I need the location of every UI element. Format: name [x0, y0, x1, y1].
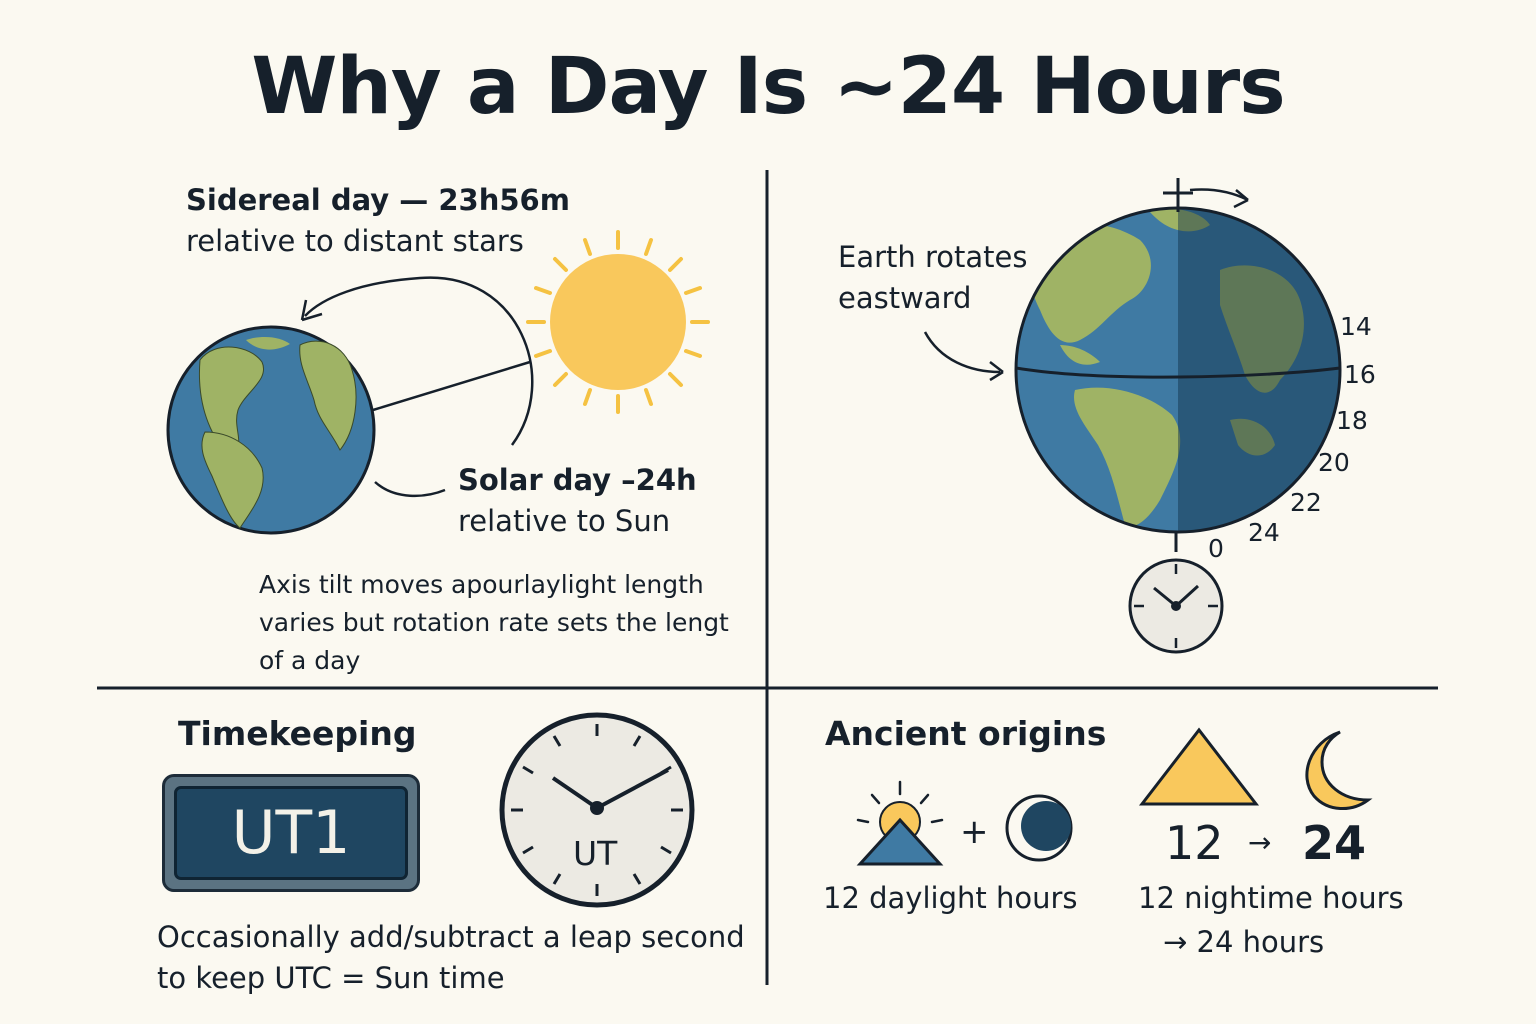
sunrise-icon: [856, 780, 944, 866]
eastward-pointer-head: [989, 361, 1004, 382]
clock-ut-label: UT: [573, 834, 618, 873]
earth-sun-line: [372, 360, 531, 412]
rotation-arrow-head: [1233, 189, 1249, 209]
total-hours-label: → 24 hours: [1163, 925, 1325, 959]
orbit-arrow-arc: [304, 276, 534, 446]
ut1-display: UT1: [162, 774, 420, 892]
crescent-moon-yellow-icon: [1305, 730, 1373, 811]
hour-tick-22: 22: [1290, 488, 1322, 517]
twelve-value: 12: [1165, 816, 1224, 870]
rotation-label-line-1: Earth rotates: [838, 240, 1028, 274]
solar-heading: Solar day –24h: [458, 463, 697, 497]
axis-note-line-1: Axis tilt moves apourlaylight length: [259, 570, 704, 599]
triangle-icon: [1138, 727, 1260, 806]
orbit-arrow-head: [300, 299, 323, 322]
earth-globe-left-icon: [166, 325, 376, 535]
twelve-to-24-arrow: →: [1248, 826, 1272, 859]
sun-icon: [526, 230, 710, 414]
hour-tick-20: 20: [1318, 448, 1350, 477]
hour-tick-14: 14: [1340, 312, 1372, 341]
crescent-moon-dark-icon: [1005, 794, 1073, 862]
leap-note-line-2: to keep UTC = Sun time: [157, 961, 505, 995]
nighttime-label: 12 nightime hours: [1138, 881, 1404, 915]
rotation-label-line-2: eastward: [838, 281, 972, 315]
hour-tick-18: 18: [1336, 406, 1368, 435]
page-title: Why a Day Is ~24 Hours: [251, 42, 1285, 132]
eastward-pointer-curve: [923, 331, 1001, 374]
hour-tick-0: 0: [1208, 534, 1224, 563]
daylight-label: 12 daylight hours: [823, 881, 1078, 915]
axis-note-line-3: of a day: [259, 646, 361, 675]
ut1-display-label: UT1: [174, 786, 408, 880]
plus-sign: +: [960, 812, 989, 852]
solar-connector-curve: [374, 481, 446, 498]
hour-tick-24: 24: [1248, 518, 1280, 547]
earth-globe-right-icon: [1014, 206, 1342, 534]
ancient-heading: Ancient origins: [825, 714, 1107, 753]
solar-sub: relative to Sun: [458, 504, 671, 538]
leap-note-line-1: Occasionally add/subtract a leap second: [157, 920, 745, 954]
analog-clock-icon: [499, 712, 695, 908]
timekeeping-heading: Timekeeping: [178, 714, 417, 753]
sidereal-sub: relative to distant stars: [186, 224, 524, 258]
hour-tick-16: 16: [1344, 360, 1376, 389]
small-clock-icon: [1128, 558, 1224, 654]
rotation-arrow: [1189, 188, 1249, 202]
twenty-four-value: 24: [1302, 816, 1367, 870]
axis-note-line-2: varies but rotation rate sets the lengt: [259, 608, 729, 637]
sidereal-heading: Sidereal day — 23h56m: [186, 183, 570, 217]
